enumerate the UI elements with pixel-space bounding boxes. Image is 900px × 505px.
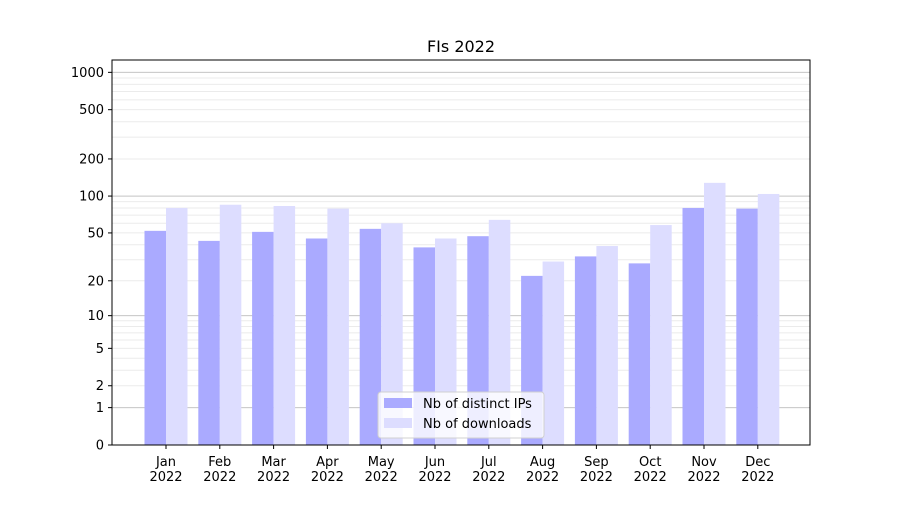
y-tick-label: 5 [96, 342, 104, 357]
x-tick-label: Nov 2022 [687, 455, 720, 485]
bar-distinct-ips [682, 207, 704, 445]
bar-downloads [757, 193, 780, 445]
legend: Nb of distinct IPs Nb of downloads [377, 391, 545, 439]
x-tick-label: Mar 2022 [257, 455, 290, 485]
x-tick-label: Jan 2022 [149, 455, 182, 485]
bar-downloads [219, 204, 242, 445]
bar-downloads [650, 225, 672, 445]
legend-label: Nb of downloads [423, 417, 532, 432]
plot-frame [111, 59, 811, 446]
legend-swatch [384, 398, 412, 408]
y-tick-label: 2 [96, 379, 104, 394]
x-tick-label: Oct 2022 [634, 455, 667, 485]
bar-distinct-ips [198, 240, 220, 445]
y-tick-label: 0 [96, 439, 104, 454]
bar-distinct-ips [628, 263, 651, 445]
chart-title: FIs 2022 [427, 37, 495, 56]
legend-label: Nb of distinct IPs [423, 397, 532, 412]
bar-distinct-ips [144, 230, 166, 445]
bar-downloads [596, 246, 618, 445]
bar-distinct-ips [252, 231, 274, 445]
y-tick-label: 1 [96, 401, 104, 416]
bar-distinct-ips [574, 256, 597, 445]
x-tick-label: Apr 2022 [311, 455, 344, 485]
bar-downloads [704, 182, 726, 446]
y-tick-label: 20 [87, 274, 104, 289]
bar-downloads [542, 261, 565, 445]
legend-swatch [384, 418, 412, 428]
bar-distinct-ips [359, 228, 382, 445]
legend-box [377, 391, 545, 439]
bar-distinct-ips [736, 208, 758, 445]
y-tick-label: 50 [87, 226, 104, 241]
y-tick-label: 1000 [71, 66, 104, 81]
bar-downloads [327, 208, 349, 445]
y-tick-label: 200 [79, 152, 104, 167]
bar-downloads [273, 206, 296, 445]
x-axis: Jan 2022 Feb 2022 Mar 2022 Apr 2022 May 2022 Jun 20… [149, 445, 774, 485]
x-tick-label: Sep 2022 [580, 455, 613, 485]
x-tick-label: Aug 2022 [526, 455, 559, 485]
bar-distinct-ips [305, 238, 328, 445]
y-axis: 0 1 2 5 10 20 50 100 200 500 1000 [71, 66, 112, 454]
bar-downloads [488, 219, 511, 445]
x-tick-label: Dec 2022 [741, 455, 774, 485]
x-tick-label: Jul 2022 [472, 455, 505, 485]
y-tick-label: 500 [79, 103, 104, 118]
y-tick-label: 100 [79, 190, 104, 205]
x-tick-label: Feb 2022 [203, 455, 236, 485]
x-tick-label: Jun 2022 [418, 455, 451, 485]
bar-downloads [381, 223, 403, 445]
x-tick-label: May 2022 [365, 455, 398, 485]
y-tick-label: 10 [87, 309, 104, 324]
bar-downloads [166, 207, 188, 445]
